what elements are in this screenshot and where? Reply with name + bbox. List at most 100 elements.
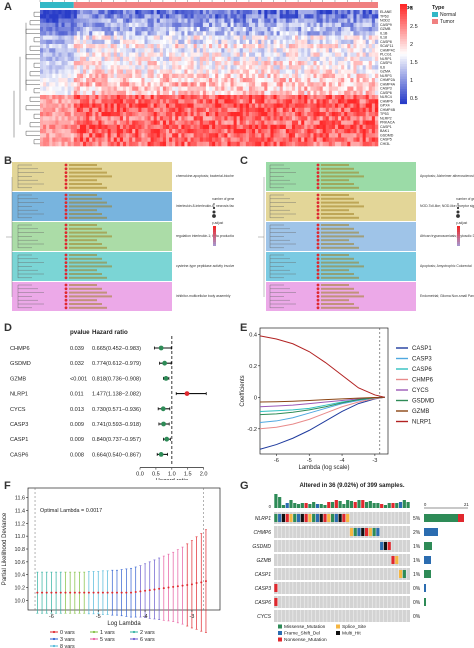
heatmap-cell xyxy=(353,73,357,79)
heatmap-cell xyxy=(52,116,56,121)
heatmap-cell xyxy=(73,35,78,41)
heatmap-cell xyxy=(135,137,139,143)
heatmap-cell xyxy=(73,120,78,126)
scale-step xyxy=(400,34,407,37)
heatmap-cell xyxy=(325,65,330,70)
heatmap-cell xyxy=(285,103,290,109)
heatmap-cell xyxy=(362,14,367,19)
heatmap-cell xyxy=(150,86,154,92)
term-dot xyxy=(64,261,68,264)
heatmap-cell xyxy=(365,90,370,96)
heatmap-cell xyxy=(291,27,296,32)
heatmap-cell xyxy=(86,61,90,66)
heatmap-cell xyxy=(43,129,47,134)
heatmap-cell xyxy=(58,22,62,28)
scale-tick: 0.5 xyxy=(410,96,418,102)
heatmap-cell xyxy=(40,48,44,53)
heatmap-cell xyxy=(224,56,228,62)
heatmap-cell xyxy=(178,103,182,109)
heatmap-cell xyxy=(338,61,342,66)
heatmap-cell xyxy=(67,86,72,92)
heatmap-cell xyxy=(245,52,250,58)
pvalue: 0.032 xyxy=(70,361,84,367)
heatmap-cell xyxy=(116,27,121,32)
heatmap-cell xyxy=(92,65,96,70)
heatmap-cell xyxy=(79,39,84,45)
deviance-point xyxy=(97,591,100,594)
mutation-cell xyxy=(383,542,388,550)
gene-label: NLRC4 xyxy=(380,95,392,99)
scale-step xyxy=(400,4,407,7)
heatmap-cell xyxy=(313,22,317,28)
heatmap-cell xyxy=(141,107,145,113)
heatmap-cell xyxy=(221,35,225,41)
side-axis-tick: 0 xyxy=(424,502,427,507)
heatmap-cell xyxy=(55,48,59,53)
scale-step xyxy=(400,41,407,45)
deviance-point xyxy=(64,591,67,594)
heatmap-cell xyxy=(98,18,102,24)
heatmap-cell xyxy=(356,69,360,75)
x-axis-label: Hazard ratio xyxy=(155,479,188,480)
heatmap-cell xyxy=(273,120,277,126)
heatmap-cell xyxy=(285,65,290,70)
heatmap-cell xyxy=(89,73,93,79)
heatmap-cell xyxy=(227,31,231,36)
heatmap-cell xyxy=(331,82,336,87)
heatmap-cell xyxy=(205,10,210,15)
heatmap-cell xyxy=(86,116,90,121)
heatmap-cell xyxy=(221,86,225,92)
heatmap-cell xyxy=(325,103,330,109)
heatmap-cell xyxy=(138,129,142,134)
heatmap-cell xyxy=(279,69,284,75)
heatmap-cell xyxy=(371,112,376,117)
heatmap-cell xyxy=(92,27,96,32)
heatmap-cell xyxy=(258,65,262,70)
heatmap-cell xyxy=(162,141,167,147)
heatmap-cell xyxy=(245,107,250,113)
heatmap-cell xyxy=(353,39,357,45)
heatmap-cell xyxy=(344,31,348,36)
heatmap-cell xyxy=(172,22,176,28)
heatmap-cell xyxy=(230,137,234,143)
heatmap-cell xyxy=(344,133,348,138)
heatmap-cell xyxy=(178,107,182,113)
heatmap-cell xyxy=(129,27,133,32)
heatmap-cell xyxy=(147,22,151,28)
heatmap-cell xyxy=(301,129,305,134)
term-text-line xyxy=(69,164,97,166)
heatmap-cell xyxy=(347,69,351,75)
heatmap-cell xyxy=(199,31,204,36)
heatmap-cell xyxy=(132,44,136,49)
heatmap-cell xyxy=(132,69,136,75)
heatmap-cell xyxy=(258,61,262,66)
heatmap-cell xyxy=(224,48,228,53)
heatmap-cell xyxy=(175,73,179,79)
heatmap-cell xyxy=(101,124,105,130)
heatmap-cell xyxy=(338,10,342,15)
heatmap-cell xyxy=(310,112,314,117)
heatmap-cell xyxy=(70,73,75,79)
heatmap-cell xyxy=(83,73,87,79)
heatmap-cell xyxy=(239,90,244,96)
heatmap-cell xyxy=(285,120,290,126)
heatmap-cell xyxy=(353,120,357,126)
heatmap-cell xyxy=(325,120,330,126)
heatmap-cell xyxy=(104,120,108,126)
heatmap-cell xyxy=(347,18,351,24)
heatmap-cell xyxy=(107,90,111,96)
heatmap-cell xyxy=(147,95,151,100)
heatmap-cell xyxy=(52,48,56,53)
heatmap-cell xyxy=(359,31,363,36)
heatmap-cell xyxy=(58,10,62,15)
heatmap-cell xyxy=(255,39,259,45)
heatmap-cell xyxy=(92,10,96,15)
heatmap-cell xyxy=(126,86,130,92)
heatmap-cell xyxy=(162,90,167,96)
heatmap-cell xyxy=(255,103,259,109)
heatmap-cell xyxy=(61,65,65,70)
heatmap-cell xyxy=(162,27,167,32)
heatmap-cell xyxy=(264,69,268,75)
heatmap-cell xyxy=(334,31,339,36)
heatmap-cell xyxy=(129,73,133,79)
